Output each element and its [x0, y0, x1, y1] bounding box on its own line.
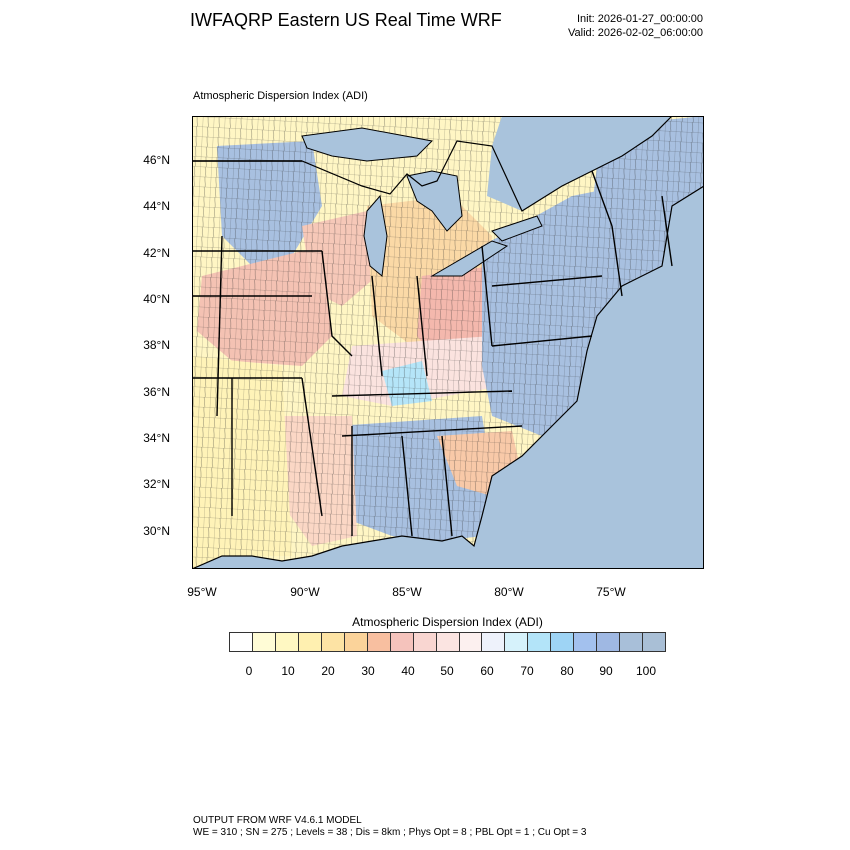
- lat-label-46: 46°N: [143, 153, 170, 167]
- lon-label-75: 75°W: [596, 585, 626, 599]
- colorbar-label: 30: [361, 664, 375, 678]
- colorbar-swatch: [620, 633, 644, 651]
- colorbar-swatch: [275, 633, 299, 651]
- lat-label-36: 36°N: [143, 385, 170, 399]
- coastline: [192, 185, 704, 569]
- colorbar-swatch: [528, 633, 552, 651]
- map-subtitle: Atmospheric Dispersion Index (ADI): [193, 90, 368, 102]
- lat-label-40: 40°N: [143, 292, 170, 306]
- colorbar-label: 80: [560, 664, 574, 678]
- lat-label-32: 32°N: [143, 477, 170, 491]
- colorbar-label: 10: [281, 664, 295, 678]
- colorbar-swatch: [321, 633, 345, 651]
- colorbar-swatch: [230, 633, 253, 651]
- canada-border: [192, 116, 673, 212]
- colorbar-swatch: [344, 633, 368, 651]
- lon-label-95: 95°W: [187, 585, 217, 599]
- colorbar-swatch: [505, 633, 529, 651]
- colorbar-label: 100: [635, 664, 657, 678]
- colorbar-swatch: [298, 633, 322, 651]
- colorbar-title: Atmospheric Dispersion Index (ADI): [352, 615, 543, 629]
- lat-label-38: 38°N: [143, 338, 170, 352]
- lat-label-30: 30°N: [143, 524, 170, 538]
- colorbar-label: 20: [321, 664, 335, 678]
- colorbar-label: 90: [599, 664, 613, 678]
- colorbar: [229, 632, 666, 652]
- lat-label-42: 42°N: [143, 246, 170, 260]
- colorbar-swatch: [390, 633, 414, 651]
- great-lakes: [301, 127, 543, 277]
- colorbar-label: 40: [401, 664, 415, 678]
- footer-model-line: OUTPUT FROM WRF V4.6.1 MODEL: [193, 815, 362, 826]
- colorbar-swatch: [459, 633, 483, 651]
- page-title: IWFAQRP Eastern US Real Time WRF: [190, 10, 502, 30]
- colorbar-label: 50: [440, 664, 454, 678]
- colorbar-swatch: [413, 633, 437, 651]
- colorbar-label: 0: [245, 664, 253, 678]
- colorbar-swatch: [367, 633, 391, 651]
- colorbar-swatch: [551, 633, 575, 651]
- state-boundaries: [192, 160, 673, 537]
- lon-label-85: 85°W: [392, 585, 422, 599]
- lon-label-80: 80°W: [494, 585, 524, 599]
- colorbar-swatch: [597, 633, 621, 651]
- colorbar-swatch: [252, 633, 276, 651]
- colorbar-swatch: [574, 633, 598, 651]
- init-time: Init: 2026-01-27_00:00:00: [577, 13, 703, 25]
- lon-label-90: 90°W: [290, 585, 320, 599]
- footer-config-line: WE = 310 ; SN = 275 ; Levels = 38 ; Dis …: [193, 827, 587, 838]
- colorbar-label: 70: [520, 664, 534, 678]
- adi-map: [192, 116, 704, 569]
- colorbar-swatch: [643, 633, 666, 651]
- lat-label-34: 34°N: [143, 431, 170, 445]
- colorbar-swatch: [436, 633, 460, 651]
- valid-time: Valid: 2026-02-02_06:00:00: [568, 27, 703, 39]
- lat-label-44: 44°N: [143, 199, 170, 213]
- colorbar-label: 60: [480, 664, 494, 678]
- colorbar-swatch: [482, 633, 506, 651]
